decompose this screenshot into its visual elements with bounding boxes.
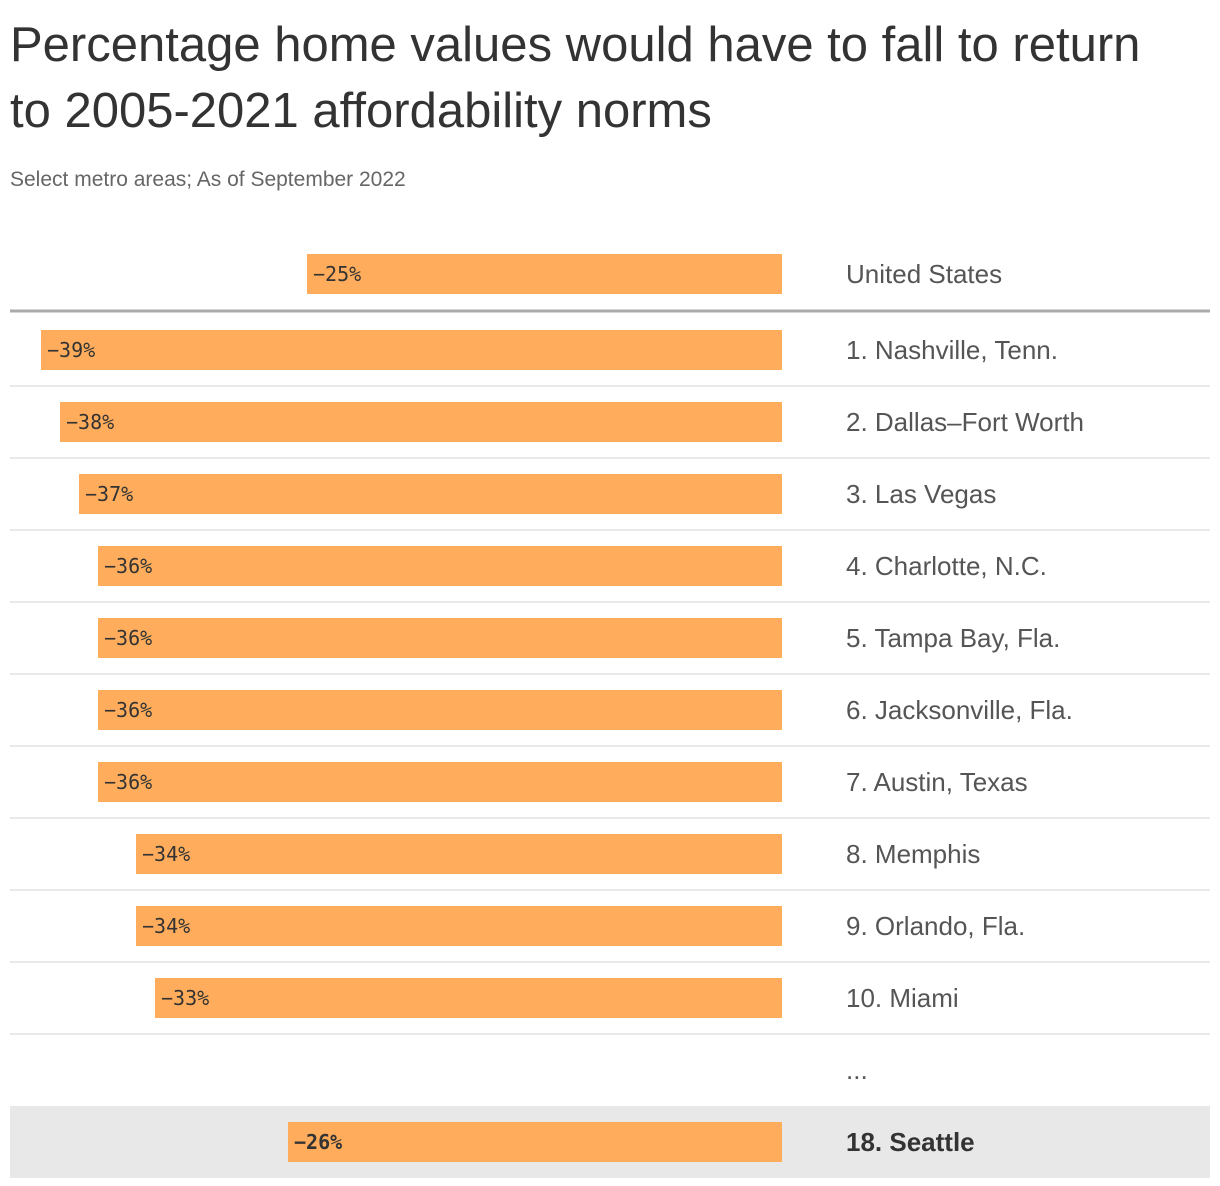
category-label: 2. Dallas–Fort Worth xyxy=(846,407,1084,437)
category-label: 6. Jacksonville, Fla. xyxy=(846,695,1073,725)
category-label: 4. Charlotte, N.C. xyxy=(846,551,1047,581)
highlight-value-label: −26% xyxy=(294,1130,342,1154)
bar xyxy=(98,762,782,802)
category-label: 5. Tampa Bay, Fla. xyxy=(846,623,1060,653)
bar-value-label: −34% xyxy=(142,842,190,866)
category-label: 1. Nashville, Tenn. xyxy=(846,335,1058,365)
highlight-category-label: 18. Seattle xyxy=(846,1127,975,1157)
bar-value-label: −36% xyxy=(104,698,152,722)
bar xyxy=(136,834,782,874)
category-label: 8. Memphis xyxy=(846,839,980,869)
ellipsis-label: ... xyxy=(846,1055,868,1085)
bar-value-label: −37% xyxy=(85,482,133,506)
bar-value-label: −36% xyxy=(104,770,152,794)
bar-value-label: −39% xyxy=(47,338,95,362)
summary-value-label: −25% xyxy=(313,262,361,286)
bar xyxy=(136,906,782,946)
category-label: 10. Miami xyxy=(846,983,959,1013)
bar xyxy=(98,546,782,586)
bar xyxy=(79,474,782,514)
category-label: 7. Austin, Texas xyxy=(846,767,1028,797)
category-label: 9. Orlando, Fla. xyxy=(846,911,1025,941)
bar xyxy=(41,330,782,370)
bar xyxy=(155,978,782,1018)
bar xyxy=(98,618,782,658)
chart-subtitle: Select metro areas; As of September 2022 xyxy=(10,168,406,191)
bar-value-label: −38% xyxy=(66,410,114,434)
category-label: 3. Las Vegas xyxy=(846,479,996,509)
bar xyxy=(60,402,782,442)
bar xyxy=(98,690,782,730)
summary-category-label: United States xyxy=(846,259,1002,289)
summary-bar xyxy=(307,254,782,294)
bar-value-label: −36% xyxy=(104,626,152,650)
highlight-bar xyxy=(288,1122,782,1162)
bar-value-label: −34% xyxy=(142,914,190,938)
chart-title: Percentage home values would have to fal… xyxy=(10,18,1141,138)
bar-value-label: −33% xyxy=(161,986,209,1010)
bar-value-label: −36% xyxy=(104,554,152,578)
